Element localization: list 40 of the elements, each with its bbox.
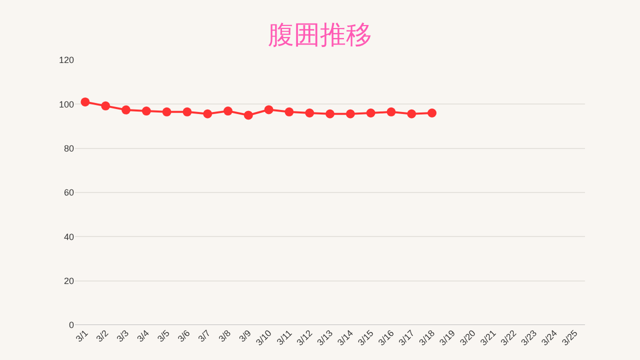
point — [326, 109, 334, 118]
point — [407, 109, 416, 118]
x-tick-label: 3/10 — [254, 328, 274, 348]
y-tick-label: 80 — [64, 143, 74, 154]
point — [182, 107, 192, 116]
y-tick-label: 0 — [68, 320, 74, 330]
point — [264, 105, 274, 114]
x-tick-label: 3/5 — [155, 328, 172, 344]
y-tick-label: 60 — [64, 188, 74, 198]
x-tick-label: 3/1 — [74, 328, 90, 344]
x-tick-label: 3/4 — [135, 328, 151, 344]
x-tick-label: 3/21 — [478, 328, 498, 348]
x-tick-label: 3/2 — [94, 328, 110, 344]
point — [284, 107, 294, 116]
x-tick-label: 3/11 — [274, 328, 294, 348]
point — [244, 110, 253, 120]
y-tick-label: 100 — [58, 99, 74, 110]
point — [346, 109, 355, 118]
chart-title: 腹囲推移 — [268, 20, 372, 50]
x-tick-label: 3/7 — [196, 328, 212, 344]
point — [305, 108, 314, 118]
point — [203, 109, 212, 118]
x-tick-label: 3/20 — [458, 328, 478, 348]
point — [80, 97, 90, 106]
point — [366, 108, 376, 118]
x-tick-label: 3/8 — [216, 328, 233, 344]
point — [122, 105, 130, 114]
x-tick-label: 3/9 — [237, 328, 253, 344]
y-tick-label: 20 — [64, 276, 74, 286]
x-tick-label: 3/3 — [114, 328, 131, 344]
x-tick-label: 3/6 — [176, 328, 192, 344]
point — [224, 106, 232, 116]
point — [142, 106, 151, 116]
point — [428, 108, 436, 118]
x-tick-label: 3/19 — [438, 328, 457, 348]
point — [162, 107, 172, 116]
point — [386, 107, 396, 116]
point — [101, 101, 110, 110]
y-tick-label: 40 — [64, 232, 74, 242]
y-tick-label: 120 — [58, 55, 74, 66]
